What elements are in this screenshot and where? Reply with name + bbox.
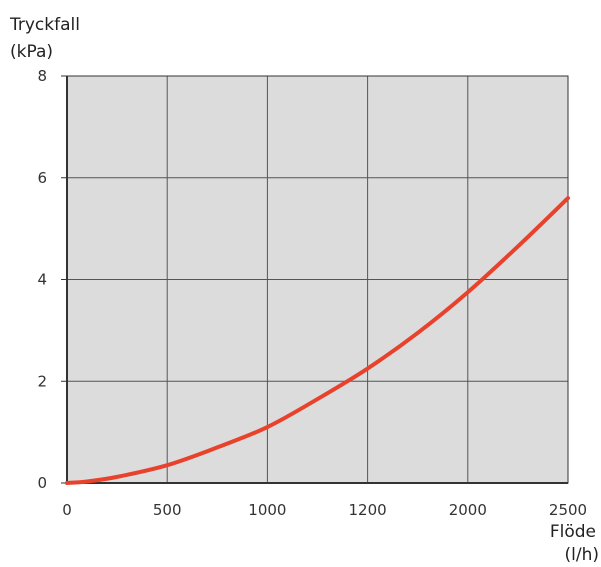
y-tick-label: 8 [37, 67, 47, 85]
y-tick-label: 4 [37, 271, 47, 289]
x-tick-label: 500 [153, 501, 182, 519]
y-axis-label-line-2: (kPa) [10, 42, 54, 62]
y-axis-label-line-1: Tryckfall [10, 15, 80, 35]
x-tick-label: 2000 [449, 501, 487, 519]
series-line [65, 196, 570, 485]
x-tick-label: 1200 [349, 501, 387, 519]
x-axis-label-line-1: Flöde [549, 522, 596, 542]
x-tick-label: 1000 [248, 501, 286, 519]
x-axis-label-line-2: (l/h) [564, 545, 600, 565]
x-tick-label: 0 [62, 501, 72, 519]
y-tick-label: 6 [37, 169, 47, 187]
x-tick-label: 2500 [549, 501, 587, 519]
y-tick-label: 2 [37, 372, 47, 390]
y-tick-label: 0 [37, 474, 47, 492]
